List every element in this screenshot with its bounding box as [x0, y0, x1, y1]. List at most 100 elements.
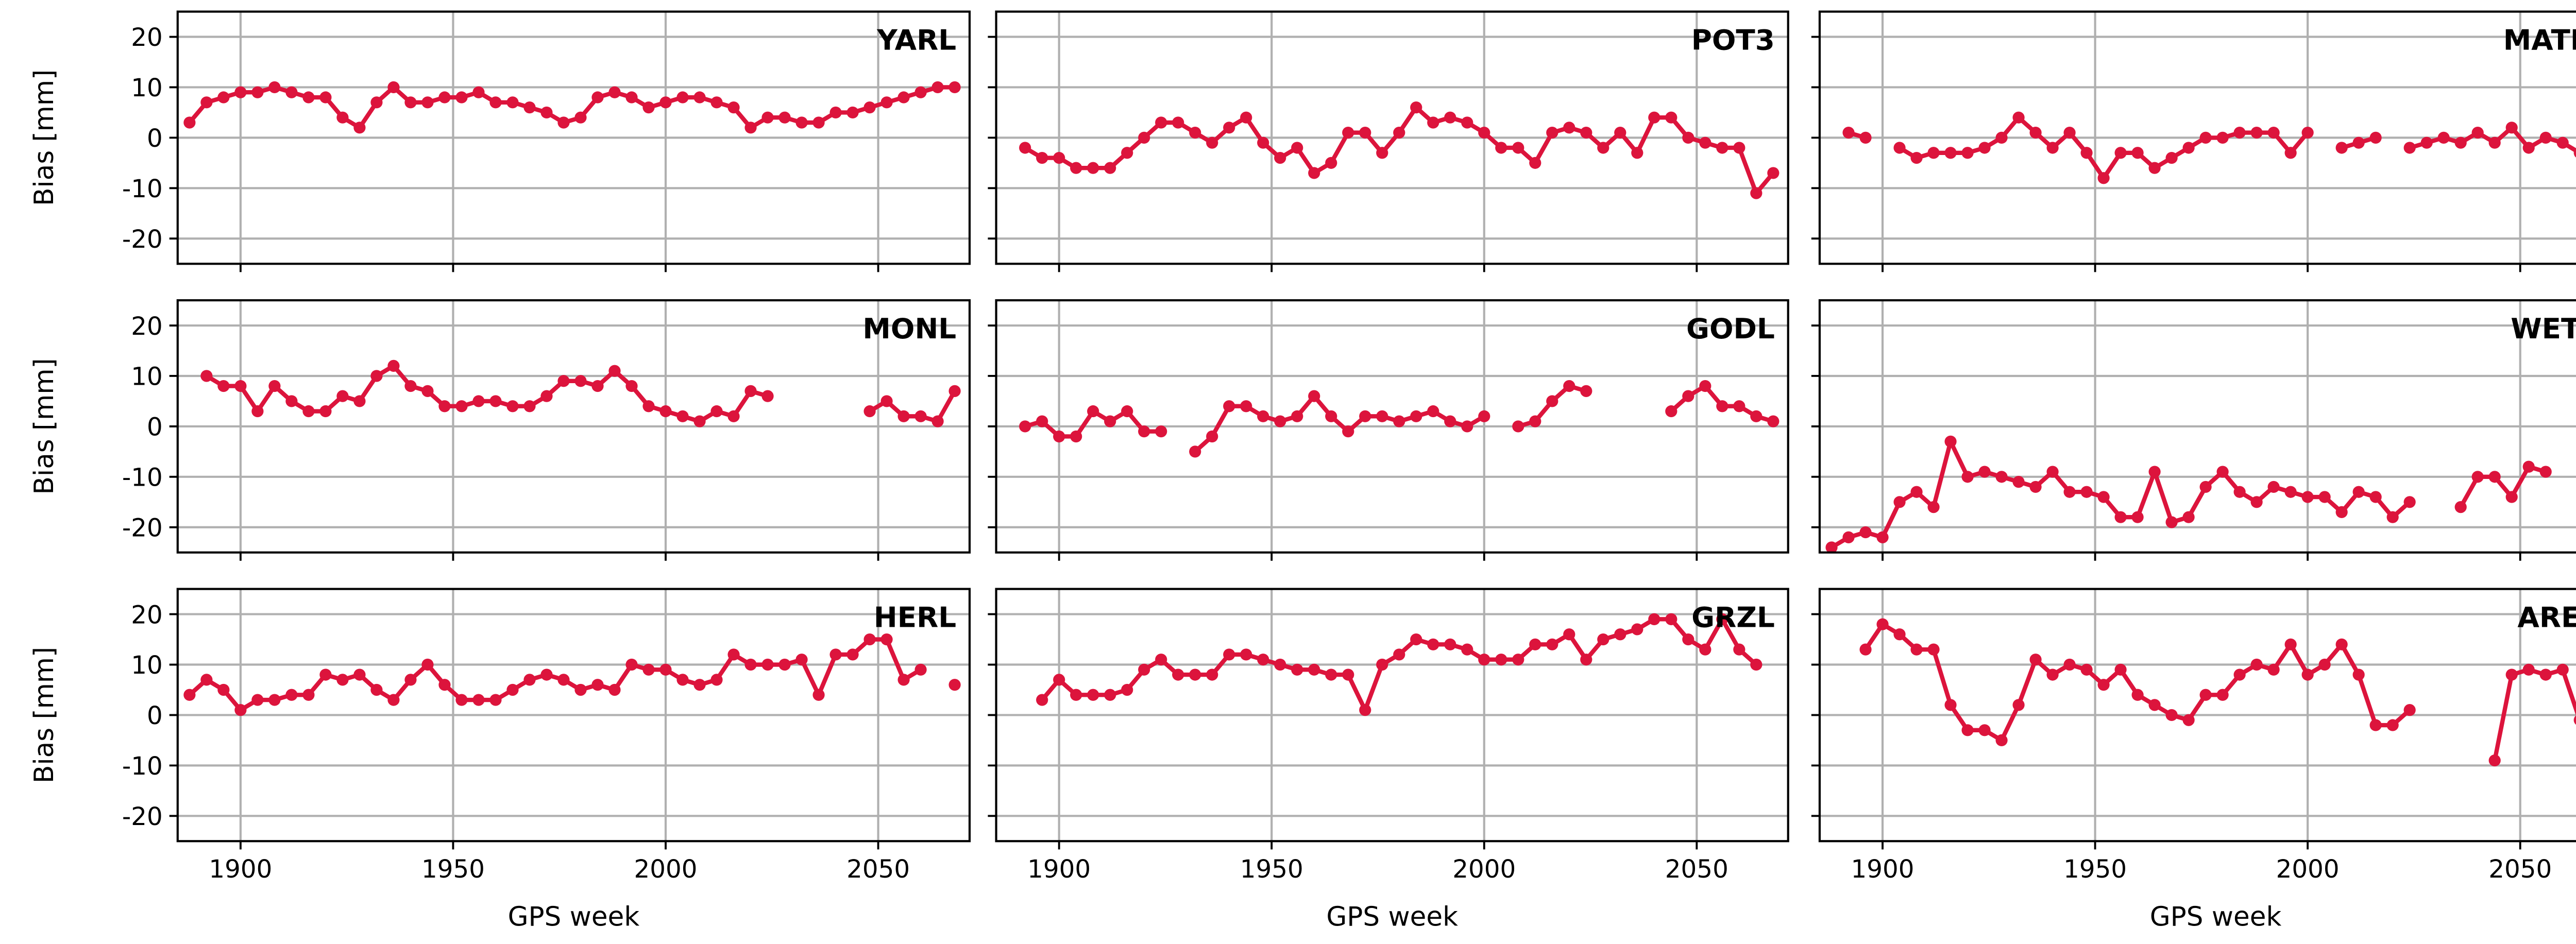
data-point [268, 81, 281, 94]
data-point [795, 654, 808, 666]
data-point [387, 694, 400, 706]
data-point [1767, 415, 1780, 427]
data-point [2063, 486, 2076, 498]
x-axis-label: GPS week [508, 902, 640, 933]
data-point [693, 679, 706, 691]
data-point [1427, 638, 1439, 650]
data-point [1257, 410, 1269, 422]
data-point [2199, 480, 2212, 493]
data-point [727, 410, 740, 422]
plot-area [177, 300, 970, 553]
data-point [1257, 136, 1269, 149]
data-point [1104, 162, 1116, 174]
data-point [2182, 511, 2195, 523]
data-point [591, 91, 604, 104]
data-point [1274, 415, 1286, 427]
data-point [251, 694, 264, 706]
data-point [1138, 425, 1150, 438]
data-point [846, 648, 859, 661]
data-point [2403, 704, 2416, 716]
data-point [455, 400, 468, 413]
panel: MATM [1811, 10, 2576, 272]
data-point [1961, 471, 1974, 483]
data-point [642, 400, 655, 413]
data-point [1944, 147, 1957, 159]
data-point [2080, 486, 2093, 498]
data-point [1995, 734, 2008, 747]
data-point [1910, 486, 1923, 498]
data-point [489, 96, 502, 109]
panel: POT3 [988, 10, 1789, 272]
data-point [2505, 122, 2518, 134]
data-point [1893, 496, 1906, 508]
data-point [2488, 471, 2501, 483]
data-point [2250, 496, 2263, 508]
data-point [1206, 136, 1218, 149]
data-point [1893, 628, 1906, 641]
data-point [2131, 147, 2144, 159]
data-point [1104, 415, 1116, 427]
data-point [1053, 674, 1065, 686]
data-point [1274, 151, 1286, 164]
y-tick-label: -20 [122, 802, 163, 831]
data-point [2165, 709, 2178, 722]
data-point [455, 694, 468, 706]
data-point [1631, 623, 1643, 636]
panel-title: GRZL [1691, 601, 1775, 634]
data-point [642, 101, 655, 114]
data-point [761, 390, 774, 402]
data-point [285, 86, 298, 98]
data-point [761, 111, 774, 124]
data-point [710, 674, 723, 686]
y-tick-label: -10 [122, 464, 163, 492]
data-point [1240, 400, 1252, 413]
data-point [1223, 648, 1235, 661]
data-point [1733, 643, 1745, 656]
data-point [727, 101, 740, 114]
data-point [846, 106, 859, 119]
data-point [1087, 689, 1099, 701]
data-point [285, 689, 298, 701]
data-point [1444, 638, 1456, 650]
data-point [2335, 142, 2348, 154]
data-point [1342, 668, 1354, 681]
data-point [1036, 694, 1048, 706]
panel-title: MATM [2503, 24, 2576, 57]
data-point [659, 663, 672, 676]
panel-frame [176, 10, 971, 265]
data-point [1461, 643, 1473, 656]
data-line [1024, 105, 1775, 196]
x-axis-label: GPS week [2150, 902, 2282, 933]
data-point [676, 410, 689, 422]
data-point [302, 405, 315, 418]
data-point [1546, 395, 1558, 407]
data-point [897, 410, 910, 422]
y-tick-label: -20 [122, 225, 163, 254]
data-point [2437, 131, 2450, 144]
data-point [2029, 654, 2042, 666]
data-point [506, 96, 519, 109]
data-point [1359, 410, 1371, 422]
data-point [1927, 501, 1940, 513]
data-point [625, 380, 638, 392]
data-point [1087, 405, 1099, 418]
data-point [200, 370, 213, 382]
data-point [812, 689, 825, 701]
data-point [1750, 187, 1762, 199]
data-point [438, 679, 451, 691]
data-point [914, 410, 927, 422]
data-point [1410, 410, 1422, 422]
data-point [2505, 491, 2518, 503]
data-point [1631, 147, 1643, 159]
plot-area [1819, 589, 2576, 842]
data-point [727, 648, 740, 661]
data-point [1325, 157, 1337, 169]
data-point [2369, 131, 2382, 144]
x-tick-label: 2050 [2488, 855, 2552, 884]
data-point [863, 101, 876, 114]
data-point [2488, 754, 2501, 767]
data-point [1240, 111, 1252, 124]
data-point [1716, 613, 1728, 625]
data-point [234, 380, 247, 392]
data-point [948, 385, 961, 397]
